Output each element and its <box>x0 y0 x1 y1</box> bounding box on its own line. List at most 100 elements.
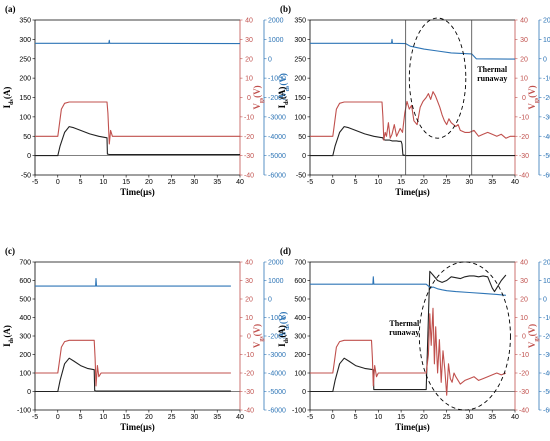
y-mid-tick-label: 0 <box>522 334 526 341</box>
y-mid-tick-label: 40 <box>245 260 253 267</box>
y-left-tick-label: 300 <box>19 37 31 44</box>
series-line-vgs <box>35 101 240 145</box>
y-right-tick-label: -6000 <box>268 173 286 180</box>
y-left-tick-label: 100 <box>19 114 31 121</box>
y-left-tick-label: -50 <box>21 173 31 180</box>
y-left-tick-label: 350 <box>294 18 306 25</box>
y-right-tick-label: -6000 <box>543 173 550 180</box>
y-left-axis-title: Ids(A) <box>277 325 290 347</box>
y-right-tick-label: -5000 <box>543 389 550 396</box>
y-mid-axis-title: Vgs(V) <box>252 324 265 348</box>
y-left-tick-label: 400 <box>294 315 306 322</box>
panel-b: (b)-5 0 5 10 15 20 25 30 35 40-500501001502002503… <box>277 4 550 197</box>
x-tick-label: 20 <box>420 414 428 421</box>
y-right-tick-label: -3000 <box>268 352 286 359</box>
y-right-tick-label: 0 <box>268 56 272 63</box>
x-tick-label: 0 <box>331 414 335 421</box>
y-right-tick-label: -6000 <box>268 408 286 415</box>
y-left-tick-label: 150 <box>294 95 306 102</box>
y-mid-tick-label: 10 <box>245 315 253 322</box>
panel-a: (a)-5 0 5 10 15 20 25 30 35 40-500501001502002503… <box>2 4 291 197</box>
x-tick-label: 35 <box>488 414 496 421</box>
y-mid-tick-label: 20 <box>520 56 528 63</box>
y-right-tick-label: -1000 <box>543 76 550 83</box>
y-mid-tick-label: -30 <box>244 389 254 396</box>
y-left-tick-label: 100 <box>294 114 306 121</box>
y-mid-tick-label: 40 <box>520 260 528 267</box>
y-left-tick-label: 600 <box>294 278 306 285</box>
y-right-axis-title: Vds(V) <box>278 312 291 337</box>
y-left-tick-label: 400 <box>19 315 31 322</box>
x-tick-label: 5 <box>79 179 83 186</box>
y-mid-tick-label: -30 <box>244 153 254 160</box>
y-mid-tick-label: -40 <box>519 408 529 415</box>
y-mid-tick-label: 30 <box>245 37 253 44</box>
series-line-vds <box>35 278 231 287</box>
x-tick-label: 20 <box>145 179 153 186</box>
y-mid-tick-label: 0 <box>522 95 526 102</box>
x-tick-label: 5 <box>354 414 358 421</box>
y-mid-axis-title: Vgs(V) <box>527 85 540 109</box>
y-mid-axis-title: Vgs(V) <box>252 85 265 109</box>
y-left-tick-label: 100 <box>19 371 31 378</box>
y-left-tick-label: 0 <box>302 153 306 160</box>
y-left-axis-title: Ids(A) <box>2 87 15 109</box>
x-tick-label: 30 <box>466 179 474 186</box>
x-tick-label: 40 <box>511 414 519 421</box>
y-mid-tick-label: 10 <box>520 315 528 322</box>
y-mid-axis-title: Vgs(V) <box>527 324 540 348</box>
y-left-tick-label: 300 <box>294 37 306 44</box>
x-tick-label: -5 <box>32 179 38 186</box>
y-right-tick-label: -2000 <box>543 334 550 341</box>
panel-label: (d) <box>280 246 291 256</box>
x-tick-label: 15 <box>397 414 405 421</box>
y-right-tick-label: 1000 <box>268 278 284 285</box>
y-left-tick-label: 150 <box>19 95 31 102</box>
panel-c: (c)-5 0 5 10 15 20 25 30 35 40-100010020030040050… <box>2 246 291 432</box>
y-right-tick-label: -5000 <box>268 153 286 160</box>
y-left-tick-label: 0 <box>302 389 306 396</box>
y-mid-tick-label: -40 <box>244 173 254 180</box>
y-mid-tick-label: 0 <box>247 334 251 341</box>
x-tick-label: 0 <box>56 179 60 186</box>
y-mid-tick-label: 30 <box>245 278 253 285</box>
x-tick-label: 15 <box>122 414 130 421</box>
y-left-tick-label: 50 <box>298 134 306 141</box>
y-mid-tick-label: -10 <box>244 352 254 359</box>
thermal-runaway-annotation: runaway <box>477 74 507 83</box>
series-line-vgs <box>310 91 515 141</box>
series-line-vds <box>310 276 506 296</box>
y-mid-tick-label: -40 <box>244 408 254 415</box>
y-right-tick-label: -5000 <box>543 153 550 160</box>
panel-label: (c) <box>5 246 15 256</box>
y-right-tick-label: -2000 <box>543 95 550 102</box>
y-mid-tick-label: 40 <box>245 18 253 25</box>
thermal-runaway-annotation: runaway <box>389 328 419 337</box>
x-tick-label: 5 <box>79 414 83 421</box>
y-mid-tick-label: -20 <box>519 134 529 141</box>
x-tick-label: 5 <box>354 179 358 186</box>
y-left-tick-label: 250 <box>19 56 31 63</box>
y-left-tick-label: 300 <box>19 334 31 341</box>
x-axis-title: Time(μs) <box>395 422 429 432</box>
thermal-runaway-annotation: Thermal <box>389 319 420 328</box>
y-mid-tick-label: 30 <box>520 278 528 285</box>
x-tick-label: -5 <box>32 414 38 421</box>
x-tick-label: -5 <box>307 414 313 421</box>
y-left-tick-label: 600 <box>19 278 31 285</box>
y-left-tick-label: -100 <box>292 408 306 415</box>
y-mid-tick-label: -20 <box>519 371 529 378</box>
x-tick-label: 25 <box>168 414 176 421</box>
y-left-tick-label: 500 <box>294 297 306 304</box>
x-tick-label: 10 <box>374 414 382 421</box>
x-tick-label: 35 <box>488 179 496 186</box>
y-right-tick-label: -3000 <box>268 114 286 121</box>
y-left-tick-label: 100 <box>294 371 306 378</box>
y-left-tick-label: 50 <box>23 134 31 141</box>
x-tick-label: 40 <box>511 179 519 186</box>
y-mid-tick-label: 10 <box>245 76 253 83</box>
y-right-tick-label: -4000 <box>543 371 550 378</box>
y-left-tick-label: 200 <box>294 76 306 83</box>
y-mid-tick-label: -30 <box>519 153 529 160</box>
